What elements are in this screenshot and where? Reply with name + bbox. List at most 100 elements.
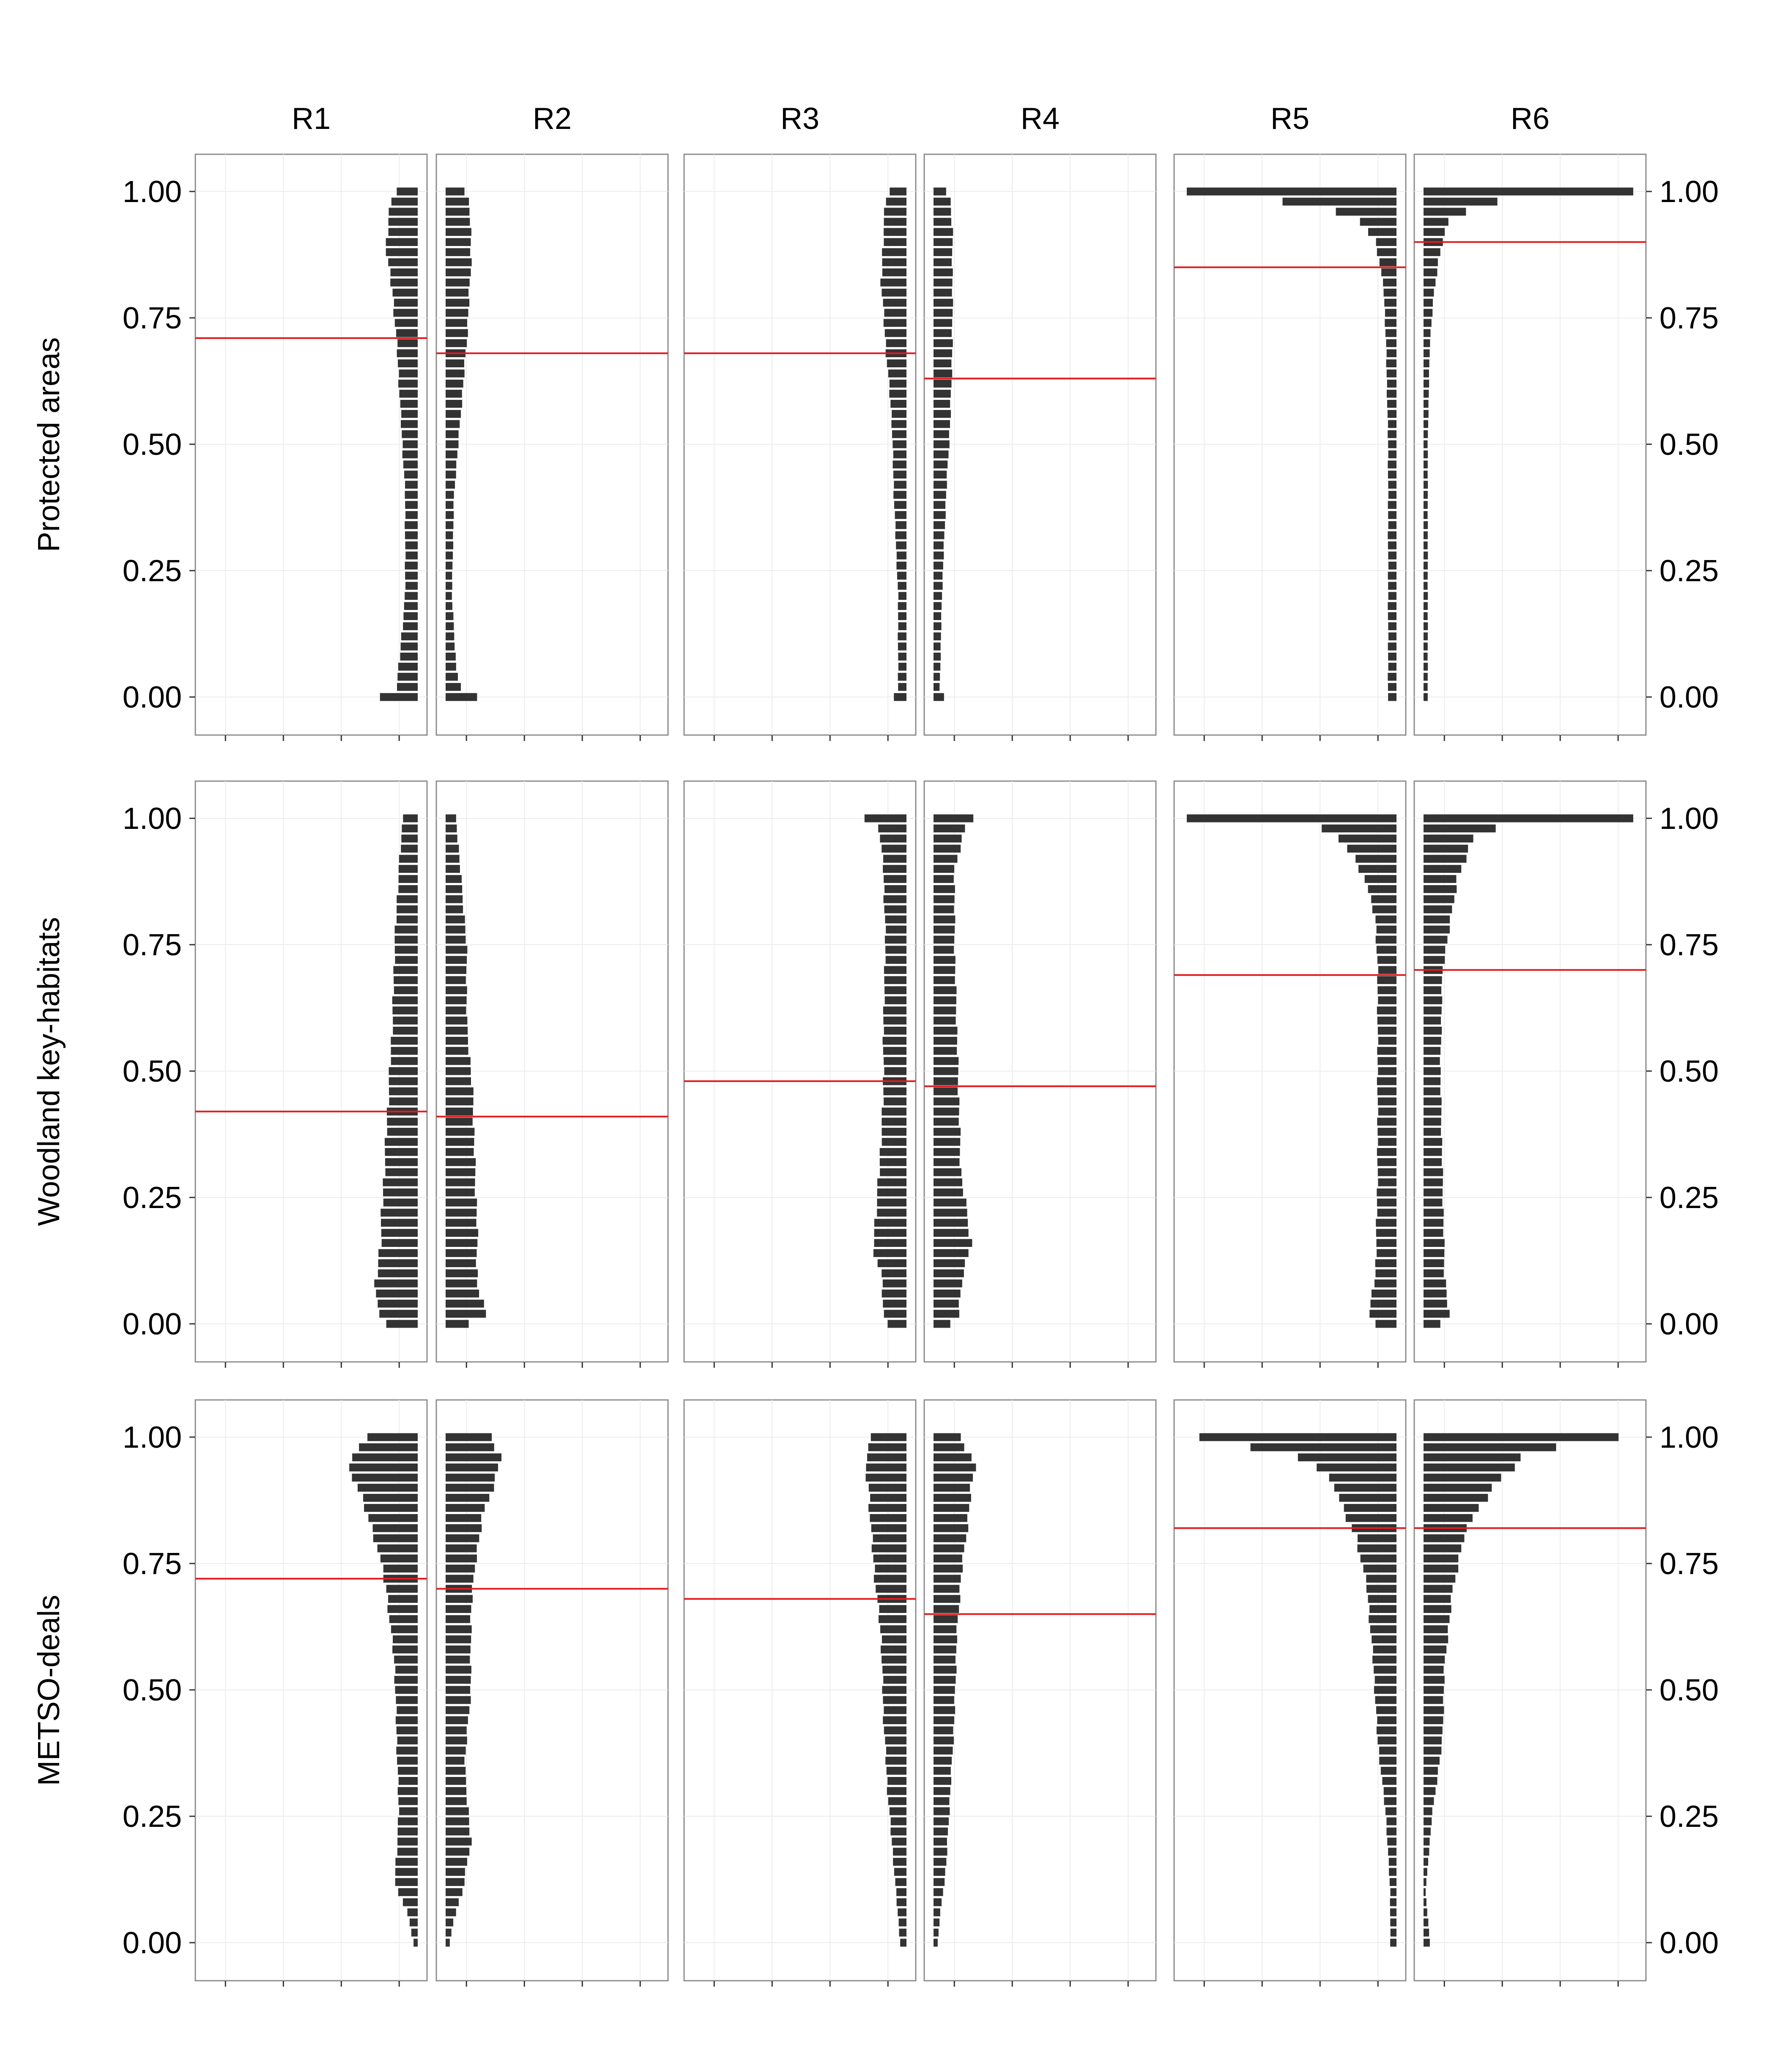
bar	[446, 1777, 466, 1785]
bar	[1345, 1514, 1396, 1522]
bar	[1377, 1198, 1396, 1207]
bar	[934, 1736, 954, 1744]
bar	[1424, 1097, 1442, 1106]
bar	[934, 228, 953, 236]
bar	[934, 1178, 962, 1186]
bar	[446, 1128, 475, 1136]
bar	[1424, 1057, 1440, 1065]
bar	[392, 996, 418, 1004]
bar	[1424, 1309, 1450, 1318]
bar	[385, 1158, 418, 1166]
bar	[934, 1747, 953, 1755]
bar	[446, 1757, 465, 1765]
bar	[882, 845, 906, 853]
bar	[395, 1858, 418, 1866]
panel-r1-row3	[194, 1399, 428, 1987]
bar	[873, 1575, 906, 1583]
bar	[1424, 1006, 1442, 1014]
bar	[934, 339, 953, 347]
bar	[446, 1564, 475, 1573]
bar	[1424, 197, 1498, 206]
bar	[1424, 602, 1428, 610]
bar	[1388, 602, 1396, 610]
bar	[1424, 946, 1446, 954]
bar	[934, 1544, 964, 1553]
bar	[446, 885, 463, 893]
bar	[1385, 1807, 1396, 1815]
bar	[871, 1544, 906, 1553]
bar	[1424, 1453, 1521, 1462]
bar	[880, 279, 906, 287]
bar	[446, 976, 466, 984]
bar	[898, 683, 906, 691]
bar	[898, 632, 906, 640]
bar	[1386, 339, 1396, 347]
bar	[1388, 662, 1396, 671]
bar	[401, 834, 418, 843]
bar	[1360, 218, 1396, 226]
bar	[883, 1017, 906, 1025]
bar	[405, 561, 418, 570]
bar	[405, 541, 418, 549]
bar	[446, 632, 455, 640]
bar	[864, 814, 906, 823]
bar	[1424, 1575, 1456, 1583]
bar	[446, 1868, 465, 1876]
bar	[398, 885, 418, 893]
bar	[1298, 1453, 1396, 1462]
bar	[890, 1827, 906, 1836]
y-tick-label-right: 0.50	[1659, 428, 1719, 462]
bar	[1377, 1736, 1396, 1744]
bar	[1424, 501, 1428, 509]
bar	[1424, 1473, 1501, 1482]
bar	[446, 541, 453, 549]
bar	[352, 1453, 418, 1462]
bar	[446, 288, 469, 297]
bar	[1424, 208, 1466, 216]
bar	[865, 1473, 906, 1482]
bar	[893, 470, 906, 479]
bar	[446, 1928, 452, 1937]
bar	[446, 1118, 473, 1126]
bar	[392, 288, 418, 297]
bar	[1424, 582, 1428, 590]
bar	[898, 602, 906, 610]
bar	[1357, 1544, 1396, 1553]
y-tick-label-left: 0.50	[123, 428, 182, 462]
bar	[884, 208, 906, 216]
bar	[1377, 1017, 1396, 1025]
bar	[363, 1494, 418, 1502]
bar	[446, 814, 456, 823]
bar	[866, 1463, 906, 1472]
bar	[934, 1837, 947, 1846]
bar	[1388, 430, 1396, 438]
bar	[882, 1036, 906, 1045]
bar	[897, 571, 906, 580]
bar	[402, 450, 418, 459]
panel-r4-row2	[923, 780, 1157, 1368]
bar	[1377, 248, 1396, 256]
bar	[1424, 642, 1428, 651]
bar	[1382, 1777, 1396, 1785]
bar	[391, 1036, 418, 1045]
bar	[934, 996, 956, 1004]
bar	[388, 218, 418, 226]
bar	[367, 1433, 418, 1441]
bar	[446, 1837, 472, 1846]
bar	[1377, 1716, 1396, 1725]
bar	[446, 1158, 476, 1166]
bar	[1424, 1544, 1462, 1553]
bar	[886, 197, 906, 206]
bar	[1424, 592, 1428, 600]
bar	[893, 1848, 906, 1856]
bar	[373, 1534, 418, 1542]
bar	[391, 1057, 418, 1065]
bar	[1424, 915, 1450, 924]
bar	[395, 1868, 418, 1876]
bar	[934, 1473, 973, 1482]
bar	[387, 1118, 418, 1126]
bar	[876, 1585, 906, 1593]
bar	[397, 905, 418, 913]
bar	[393, 966, 418, 974]
bar	[446, 197, 469, 206]
